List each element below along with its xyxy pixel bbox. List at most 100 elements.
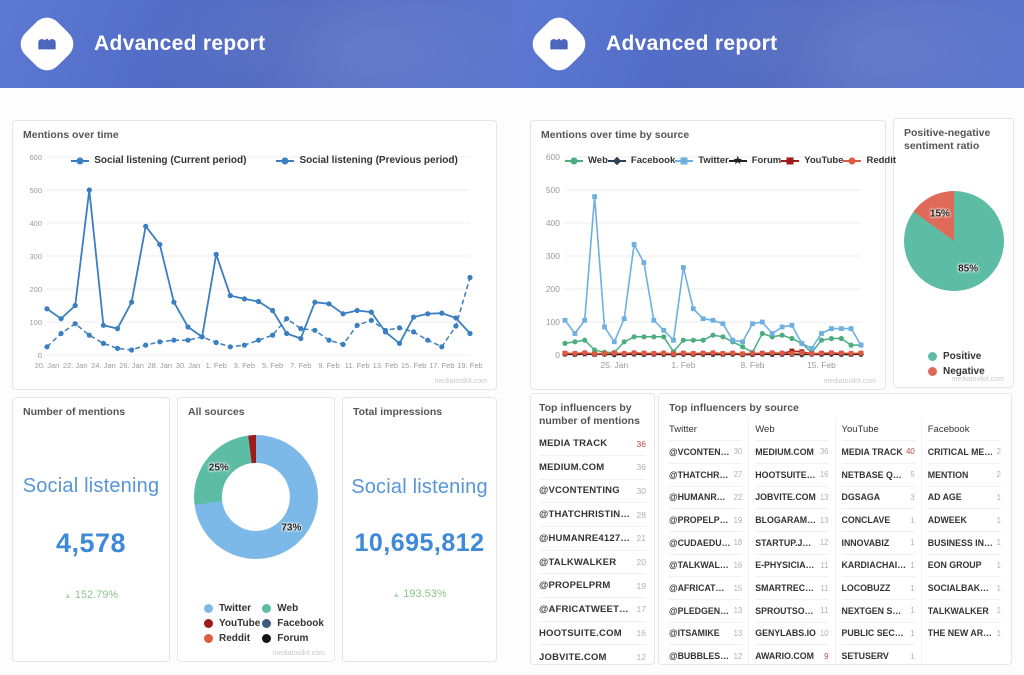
column-header-facebook: Facebook — [927, 424, 970, 436]
influencer-row[interactable]: @TALKWALK... 16 — [669, 553, 743, 577]
influencer-row[interactable]: @AFRICATWEET...15 — [669, 576, 743, 599]
influencer-row[interactable]: PUBLIC SECTOR ...1 — [841, 621, 915, 645]
influencer-row[interactable]: @HUMANRE41270855 21 — [539, 527, 646, 551]
mention-count: 3 — [910, 492, 915, 502]
sentiment-legend: Positive Negative — [904, 351, 1003, 377]
circle-marker-icon — [565, 156, 583, 165]
influencer-row[interactable]: MENTION 2 — [927, 462, 1001, 486]
legend-item-web[interactable]: Web — [262, 603, 324, 614]
influencer-row[interactable]: SOCIALBAKERS 1 — [927, 576, 1001, 599]
svg-text:300: 300 — [546, 251, 560, 261]
influencer-row[interactable]: EON GROUP 1 — [927, 553, 1001, 577]
influencer-row[interactable]: NETBASE QUID 5 — [841, 462, 915, 486]
influencer-row[interactable]: THE NEW ARAB 1 — [927, 621, 1001, 645]
card-title: Positive-negative sentiment ratio — [904, 127, 991, 153]
mention-count: 20 — [636, 557, 646, 568]
legend-item-youtube[interactable]: YouTube — [781, 155, 843, 166]
influencer-row[interactable]: AD AGE 1 — [927, 485, 1001, 509]
influencer-row[interactable]: @TALKWALKER 20 — [539, 551, 646, 575]
influencer-row[interactable]: JOBVITE.COM 13 — [755, 485, 829, 509]
mentions-over-time-chart: 0 100 200 300 400 500 600 20. Jan 22. Jan 24. Jan… — [29, 153, 482, 370]
influencer-row[interactable]: MEDIA TRACK 36 — [539, 432, 646, 456]
influencer-row[interactable]: E-PHYSICIAN.IN...11 — [755, 553, 829, 577]
influencer-name: EON GROUP — [927, 560, 982, 571]
influencer-row[interactable]: SETUSERV 1 — [841, 644, 915, 667]
influencer-row[interactable]: @PROPELPRM 19 — [669, 508, 743, 531]
mention-count: 1 — [910, 628, 915, 638]
influencer-row[interactable]: @VCONTENTING 30 — [539, 480, 646, 504]
influencer-row[interactable]: MEDIUM.COM 36 — [539, 456, 646, 480]
star-marker-icon: ★ — [728, 156, 747, 166]
influencer-row[interactable]: @CUDAEDUCATI...18 — [669, 530, 743, 554]
legend-item-youtube[interactable]: YouTube — [204, 618, 260, 629]
influencer-row[interactable]: NEXTGEN SKOPJ...1 — [841, 598, 915, 622]
influencer-row[interactable]: @VCONTENTI... 30 — [669, 440, 743, 463]
influencer-row[interactable]: CRITICAL MENTI...2 — [927, 440, 1001, 463]
mention-count: 11 — [820, 583, 829, 593]
influencer-row[interactable]: BUSINESS INSIDER1 — [927, 530, 1001, 554]
svg-text:8. Feb: 8. Feb — [740, 360, 764, 370]
influencer-row[interactable]: @AFRICATWEETCH... 17 — [539, 598, 646, 622]
influencer-name: SPROUTSOCIAL.... — [755, 605, 817, 616]
kpi-label: Social listening — [351, 475, 488, 498]
legend-item-social-listening-current-period[interactable]: Social listening (Current period) — [71, 155, 246, 166]
influencer-name: AD AGE — [927, 492, 962, 503]
card-title: Mentions over time by source — [541, 129, 690, 141]
legend-item-positive[interactable]: Positive — [928, 351, 1003, 362]
influencer-name: LOCOBUZZ — [841, 583, 891, 594]
influencer-row[interactable]: @PLEDGENEPAL13 — [669, 598, 743, 622]
influencer-row[interactable]: @PROPELPRM 19 — [539, 574, 646, 599]
influencer-row[interactable]: MEDIA TRACK 40 — [841, 440, 915, 463]
influencer-row[interactable]: @BUBBLES4... 12 — [669, 644, 743, 667]
influencer-row[interactable]: STARTUP.JOBS 12 — [755, 530, 829, 554]
influencer-row[interactable]: TALKWALKER 1 — [927, 598, 1001, 622]
influencer-row[interactable]: @ITSAMIKE 13 — [669, 621, 743, 645]
svg-text:13. Feb: 13. Feb — [373, 361, 398, 370]
legend-item-twitter[interactable]: Twitter — [675, 155, 729, 166]
influencer-row[interactable]: INNOVABIZ 1 — [841, 530, 915, 554]
legend-item-forum[interactable]: Forum — [262, 633, 324, 644]
influencer-row[interactable]: SPROUTSOCIAL....11 — [755, 598, 829, 622]
legend-item-negative[interactable]: Negative — [928, 366, 1003, 377]
mention-count: 21 — [636, 533, 646, 544]
influencer-name: MEDIA TRACK — [539, 438, 608, 450]
influencer-row[interactable]: MEDIUM.COM 36 — [755, 440, 829, 463]
influencer-name: @PROPELPRM — [539, 580, 611, 592]
influencer-row[interactable]: SMARTRECRUIT...11 — [755, 576, 829, 599]
chart-legend: Web Facebook Twitter ★ Forum YouTube Reddit — [565, 155, 896, 166]
influencer-row[interactable]: @THATCHRISTINAG 28 — [539, 503, 646, 527]
influencer-row[interactable]: @THATCHRISTIN...27 — [669, 462, 743, 486]
influencer-name: PUBLIC SECTOR ... — [841, 628, 908, 639]
legend-item-twitter[interactable]: Twitter — [204, 603, 260, 614]
mention-count: 17 — [636, 604, 646, 615]
legend-item-facebook[interactable]: Facebook — [262, 618, 324, 629]
influencer-row[interactable]: @HUMANRE4127...22 — [669, 485, 743, 509]
slice-label-positive: 85% — [958, 263, 979, 275]
all-sources-card: All sources 73% 25% Twitter YouTube Reddit W… — [177, 397, 335, 662]
influencer-row[interactable]: DGSAGA 3 — [841, 485, 915, 509]
influencer-row[interactable]: AWARIO.COM 9 — [755, 644, 829, 667]
legend-item-reddit[interactable]: Reddit — [204, 633, 260, 644]
mention-count: 15 — [733, 583, 743, 593]
influencer-name: MEDIUM.COM — [539, 461, 605, 473]
legend-item-forum[interactable]: ★ Forum — [728, 155, 781, 166]
influencer-row[interactable]: JOBVITE.COM 12 — [539, 645, 646, 669]
influencer-row[interactable]: ADWEEK 1 — [927, 508, 1001, 531]
influencer-row[interactable]: CONCLAVE 1 — [841, 508, 915, 531]
legend-dot-icon — [928, 367, 937, 377]
influencer-row[interactable]: GENYLABS.IO 10 — [755, 621, 829, 645]
legend-label: Positive — [943, 351, 982, 363]
legend-item-facebook[interactable]: Facebook — [607, 155, 675, 166]
legend-item-web[interactable]: Web — [565, 155, 608, 166]
kpi-value: 10,695,812 — [354, 528, 485, 557]
svg-text:24. Jan: 24. Jan — [91, 361, 116, 370]
influencer-row[interactable]: LOCOBUZZ 1 — [841, 576, 915, 599]
influencer-name: SETUSERV — [841, 651, 889, 662]
legend-item-social-listening-previous-period[interactable]: Social listening (Previous period) — [276, 155, 458, 166]
influencer-row[interactable]: KARDIACHAIN OF...1 — [841, 553, 915, 577]
legend-item-reddit[interactable]: Reddit — [843, 155, 896, 166]
influencer-name: @PLEDGENEPAL — [669, 605, 731, 616]
